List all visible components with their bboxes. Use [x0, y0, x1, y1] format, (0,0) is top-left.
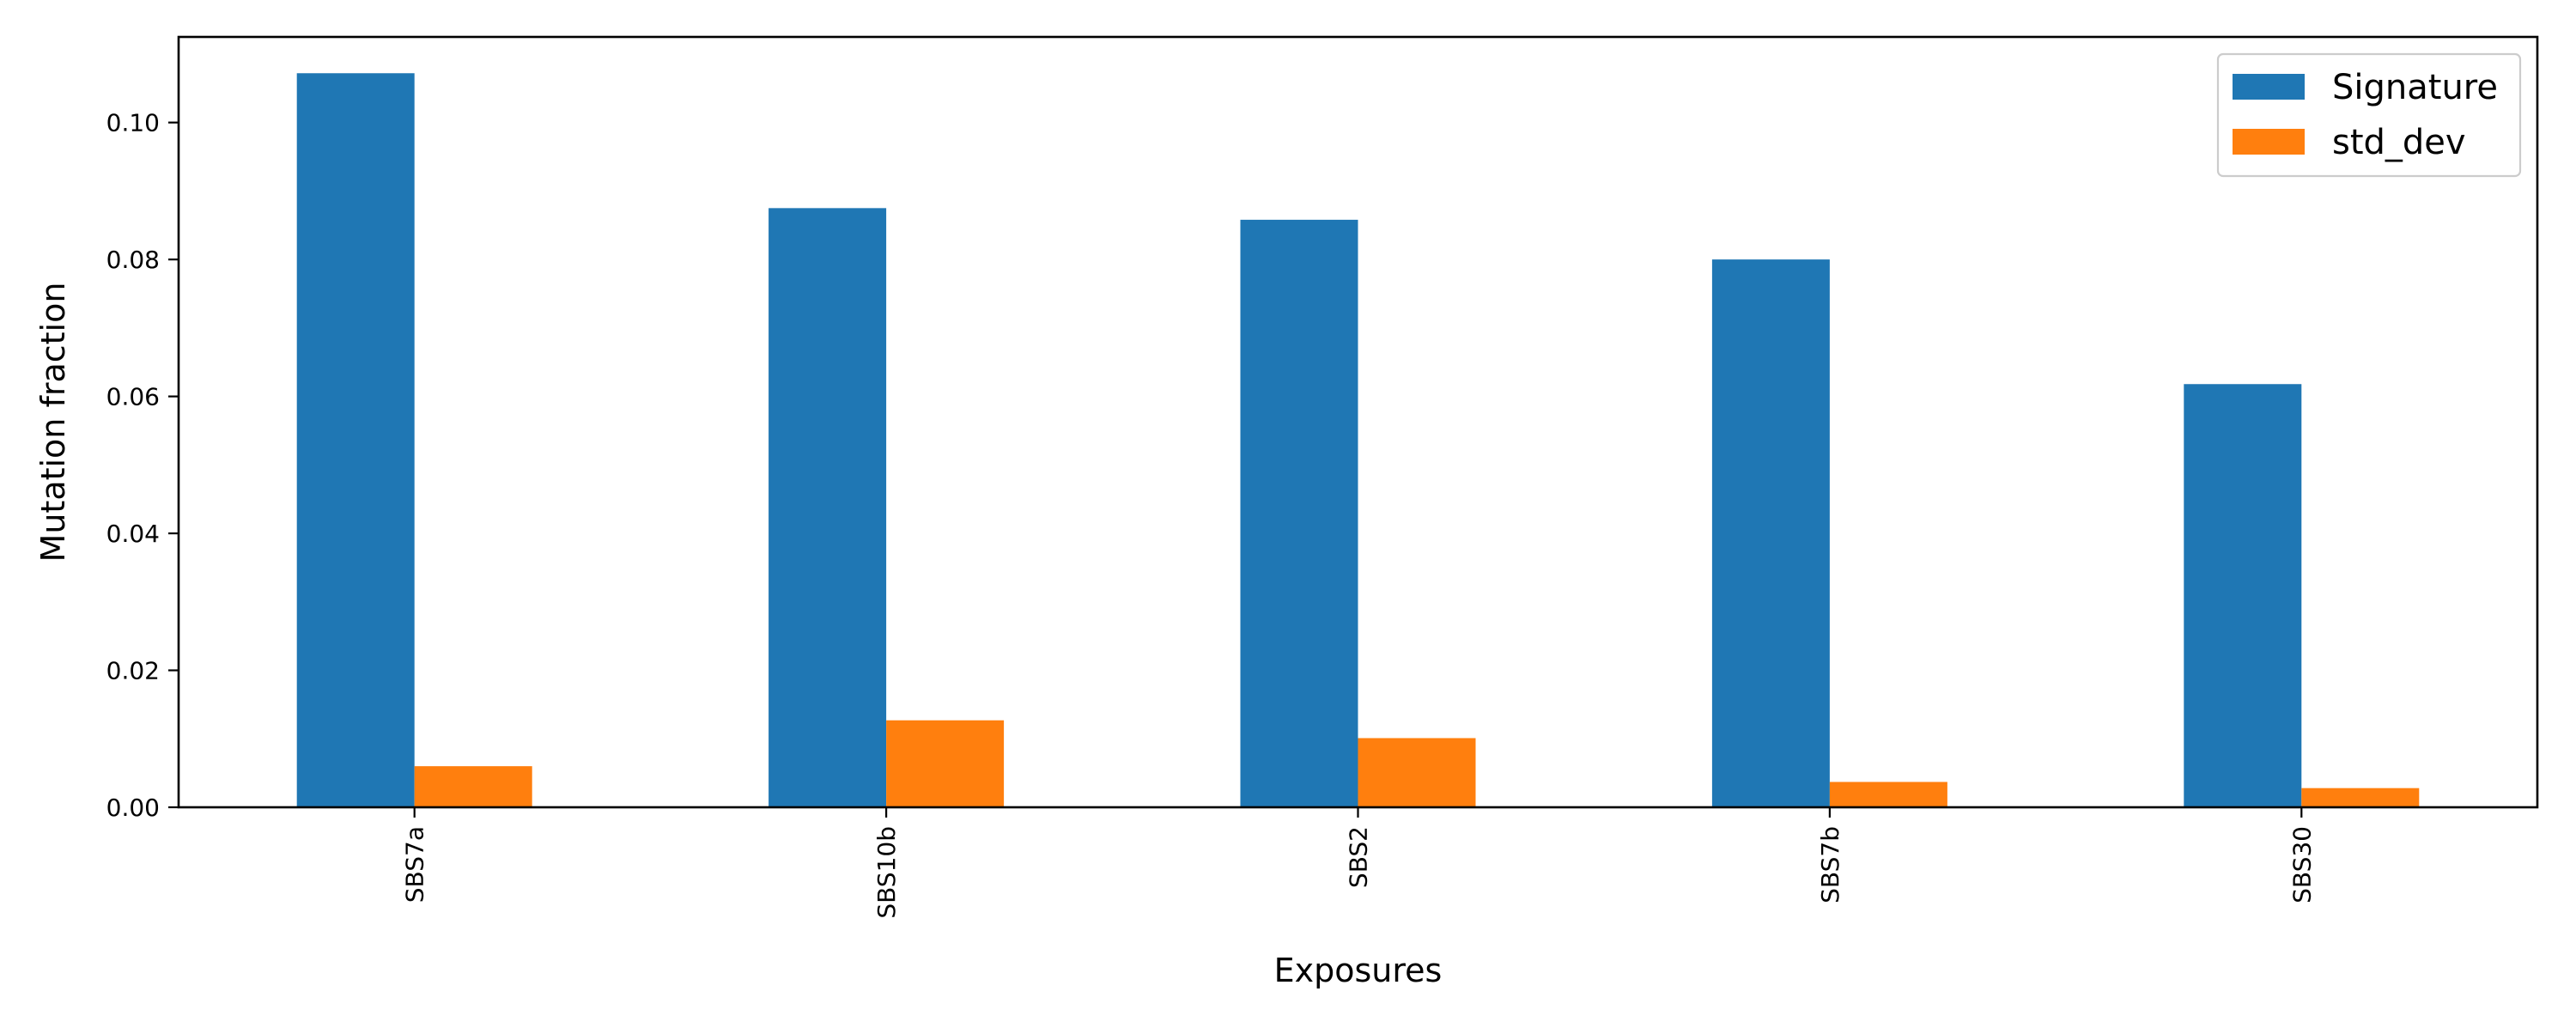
y-tick-label: 0.02 — [106, 657, 160, 685]
x-axis-title: Exposures — [1274, 952, 1443, 989]
legend-swatch — [2233, 129, 2305, 155]
x-tick-label: SBS10b — [872, 826, 901, 919]
bar-signature-sbs7a — [296, 73, 415, 807]
y-axis-title: Mutation fraction — [34, 283, 72, 563]
bar-signature-sbs7b — [1711, 259, 1830, 808]
y-tick-label: 0.08 — [106, 246, 160, 274]
bars-layer — [296, 73, 2420, 808]
x-tick-label: SBS2 — [1345, 826, 1373, 888]
bar-std-dev-sbs30 — [2301, 788, 2420, 807]
x-axis: SBS7a SBS10b SBS2 SBS7b SBS30 — [401, 807, 2316, 919]
legend: Signature std_dev — [2216, 52, 2522, 178]
legend-swatch — [2233, 74, 2305, 100]
x-tick-label: SBS30 — [2287, 826, 2316, 903]
x-tick-label: SBS7b — [1816, 826, 1844, 903]
bar-signature-sbs2 — [1240, 219, 1358, 807]
bar-std-dev-sbs7a — [414, 766, 532, 807]
y-axis: 0.00 0.02 0.04 0.06 0.08 0.10 — [106, 109, 179, 822]
bar-signature-sbs30 — [2184, 384, 2302, 807]
legend-label: std_dev — [2332, 123, 2466, 162]
y-tick-label: 0.00 — [106, 794, 160, 822]
x-tick-label: SBS7a — [401, 826, 429, 903]
y-tick-label: 0.04 — [106, 520, 160, 548]
y-tick-label: 0.06 — [106, 383, 160, 411]
bar-std-dev-sbs7b — [1829, 782, 1947, 807]
legend-label: Signature — [2332, 68, 2498, 107]
bar-std-dev-sbs2 — [1358, 738, 1476, 807]
y-tick-label: 0.10 — [106, 109, 160, 137]
bar-signature-sbs10b — [769, 208, 887, 808]
bar-std-dev-sbs10b — [886, 720, 1005, 807]
